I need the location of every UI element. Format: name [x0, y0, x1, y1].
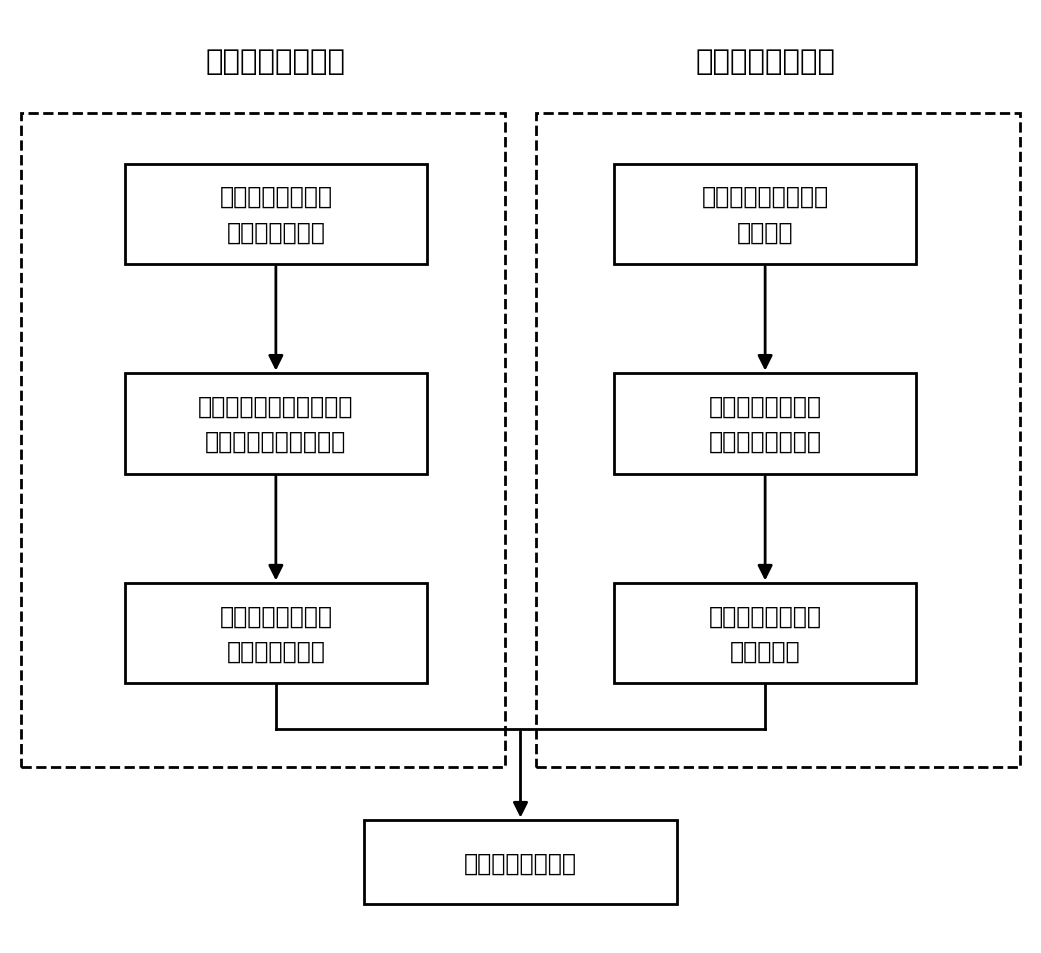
Text: 工件整体变形分析: 工件整体变形分析 — [464, 850, 577, 875]
Bar — [125, 375, 427, 474]
Text: 定义工件有限元模型
映射区域: 定义工件有限元模型 映射区域 — [702, 185, 829, 244]
Bar — [125, 164, 427, 264]
Bar — [614, 583, 916, 684]
Text: 利用插值法确定映射区域
每个单元的残余应力值: 利用插值法确定映射区域 每个单元的残余应力值 — [198, 395, 354, 454]
Text: 应力由局部坐标系
向全局坐标系转化: 应力由局部坐标系 向全局坐标系转化 — [709, 395, 821, 454]
Bar — [125, 583, 427, 684]
Text: 建立机加工非均匀
残余应力场模型: 建立机加工非均匀 残余应力场模型 — [220, 604, 332, 663]
Bar — [614, 375, 916, 474]
Bar — [614, 164, 916, 264]
Bar — [364, 821, 677, 904]
Text: 残余应力映射模型: 残余应力映射模型 — [695, 48, 835, 76]
Bar — [21, 114, 505, 767]
Text: 建立工件变形分析
有限元模型: 建立工件变形分析 有限元模型 — [709, 604, 821, 663]
Bar — [536, 114, 1020, 767]
Text: 进行局部残余应力
全因素仿真实验: 进行局部残余应力 全因素仿真实验 — [220, 185, 332, 244]
Text: 非均匀应力场模型: 非均匀应力场模型 — [206, 48, 346, 76]
